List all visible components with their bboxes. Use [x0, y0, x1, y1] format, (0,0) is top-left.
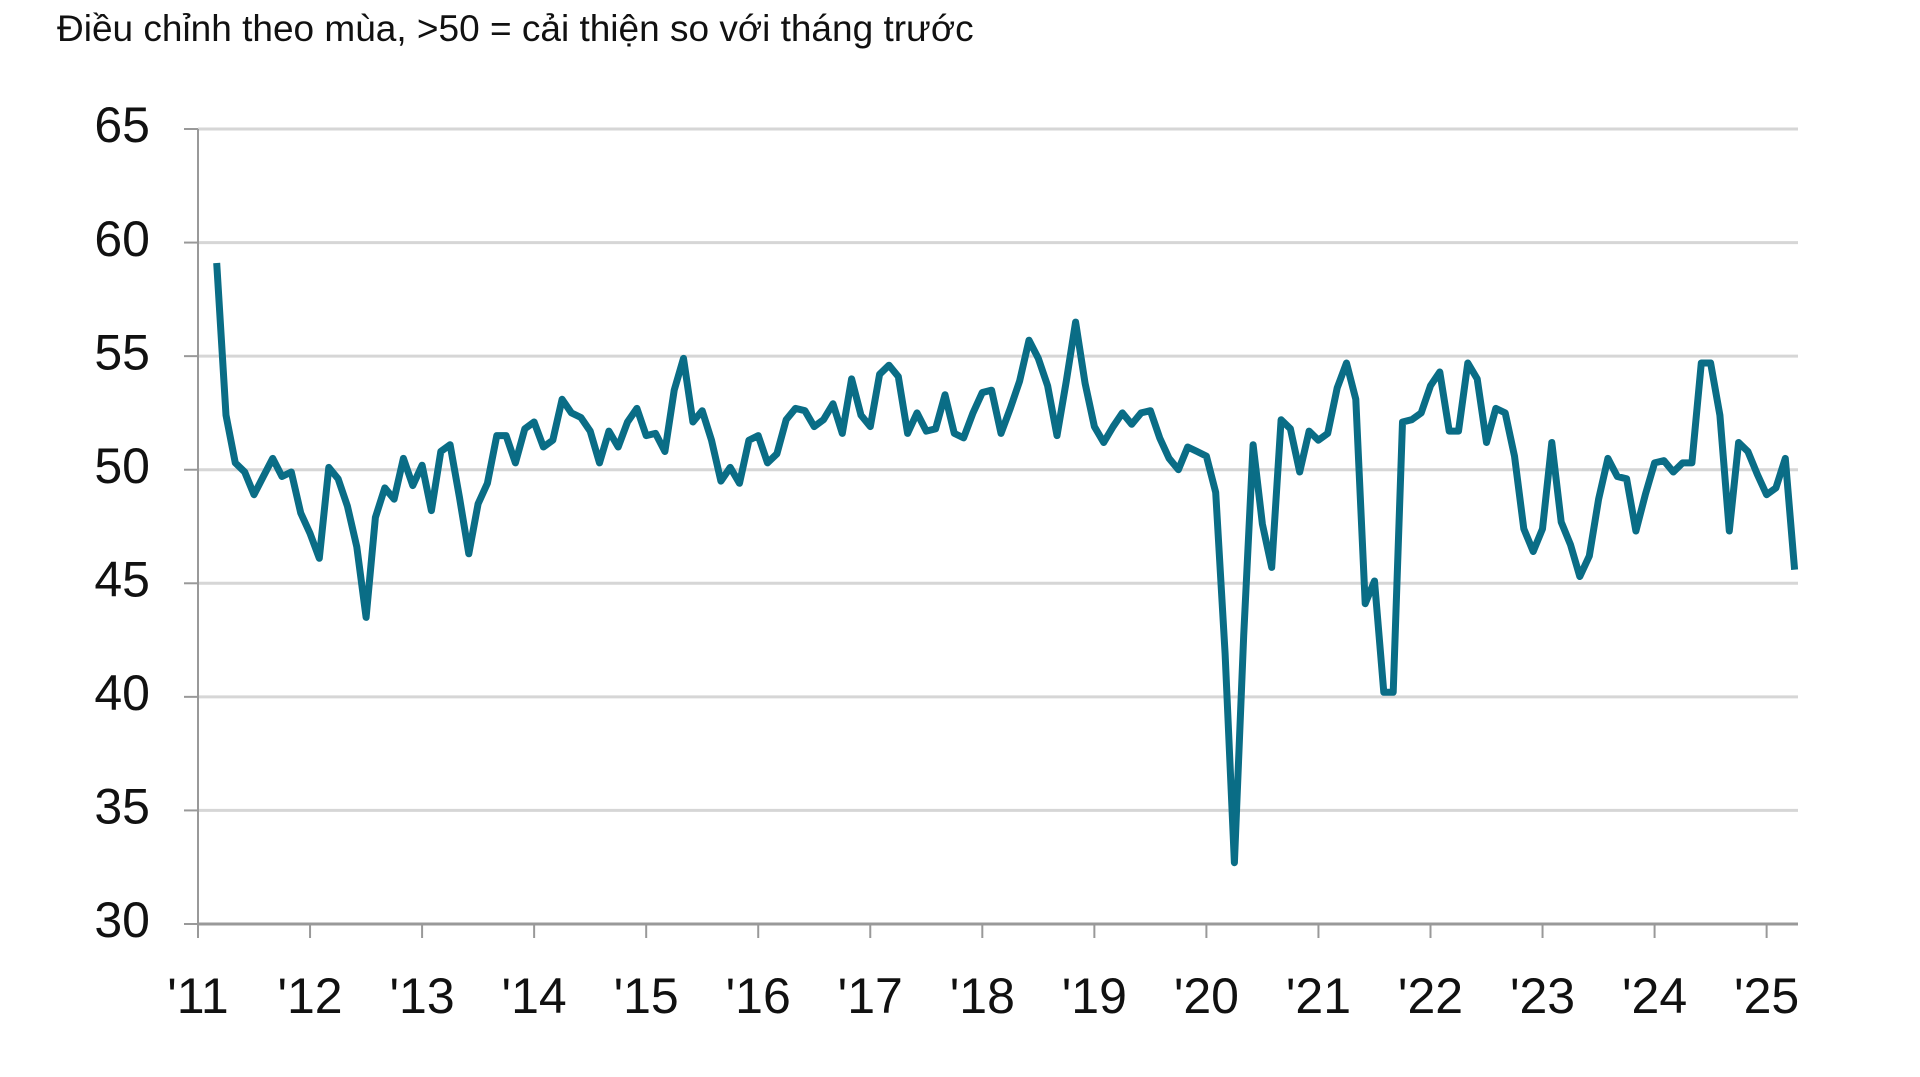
- x-tick-label: '15: [614, 968, 679, 1024]
- x-tick-label: '16: [726, 968, 791, 1024]
- x-tick-label: '20: [1174, 968, 1239, 1024]
- x-tick-label: '19: [1062, 968, 1127, 1024]
- y-tick-label: 65: [94, 97, 150, 153]
- x-tick-label: '24: [1622, 968, 1687, 1024]
- y-tick-label: 50: [94, 438, 150, 494]
- y-tick-label: 60: [94, 211, 150, 267]
- x-tick-label: '23: [1510, 968, 1575, 1024]
- x-tick-label: '11: [167, 968, 228, 1024]
- chart-subtitle: Điều chỉnh theo mùa, >50 = cải thiện so …: [57, 8, 974, 49]
- x-tick-label: '13: [390, 968, 455, 1024]
- x-tick-label: '21: [1286, 968, 1351, 1024]
- y-tick-label: 30: [94, 892, 150, 948]
- x-tick-label: '14: [502, 968, 567, 1024]
- x-tick-label: '12: [277, 968, 342, 1024]
- x-tick-label: '25: [1734, 968, 1799, 1024]
- y-tick-label: 55: [94, 324, 150, 380]
- x-tick-label: '18: [950, 968, 1015, 1024]
- y-tick-label: 35: [94, 779, 150, 835]
- y-tick-label: 45: [94, 551, 150, 607]
- data-line: [213, 262, 1799, 867]
- y-tick-label: 40: [94, 665, 150, 721]
- x-tick-label: '17: [838, 968, 903, 1024]
- x-tick-label: '22: [1398, 968, 1463, 1024]
